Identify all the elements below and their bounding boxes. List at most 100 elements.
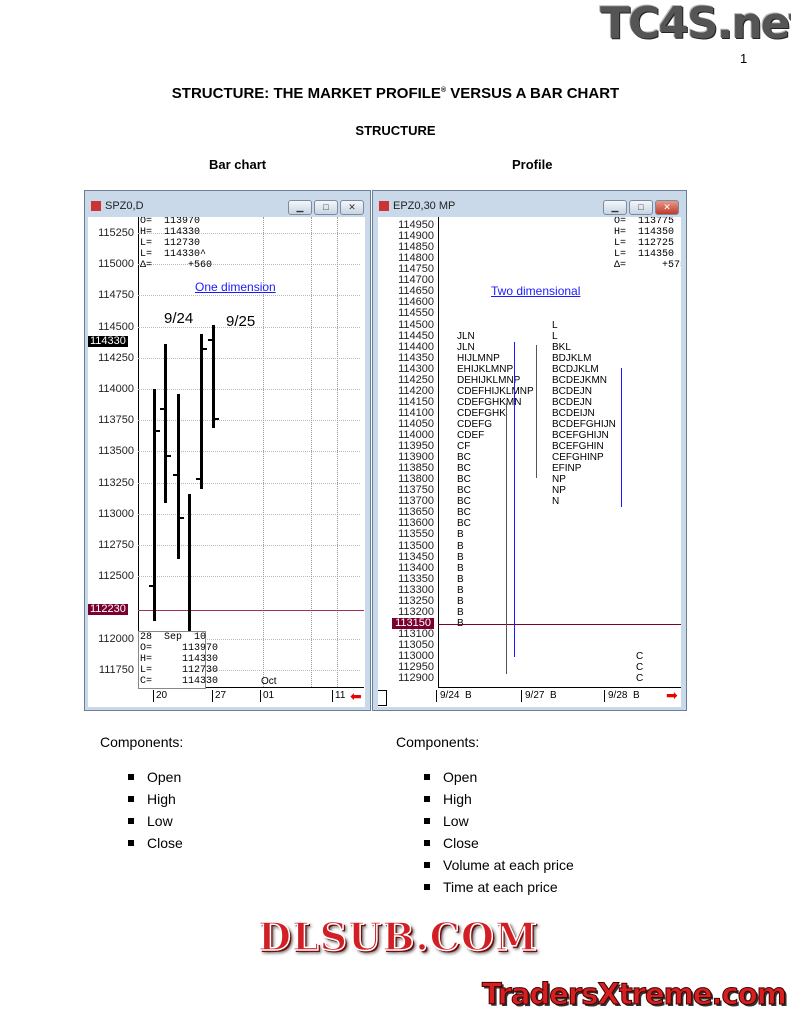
ohlc-readout: L= 112725 [614,238,675,249]
one-dimension-label: One dimension [195,280,276,294]
tpo-letters: JLN [457,341,475,353]
y-tick-label: 114250 [98,351,134,364]
price-label: 114350 [398,351,434,364]
app-icon [91,201,101,211]
open-tick [173,474,177,477]
tpo-letters: L [552,319,558,331]
tpo-letters: BCEFGHIJN [552,430,609,441]
price-label: 113650 [398,506,434,519]
value-area-line [506,403,507,674]
y-tick-label: 113500 [98,445,134,458]
x-axis-line [438,687,681,688]
gridline [138,264,360,266]
gridline [138,482,360,484]
ohlc-readout: H= 114330 [140,227,201,238]
tpo-letters: BCDEFGHIJN [552,418,616,430]
gridline [138,357,360,359]
gridline [138,545,360,546]
price-label: 113000 [398,650,434,662]
gridline [138,389,360,390]
x-tick-label: 20 [153,690,167,702]
tpo-letters: N [552,496,560,508]
tpo-letters: CDEFGHKMN [457,396,522,408]
tpo-letters: DEHIJKLMNP [457,374,521,386]
y-tick-label: 115000 [98,258,134,271]
minimize-button[interactable]: ▁ [603,200,627,215]
component-item: Volume at each price [424,857,574,873]
tpo-letters: BC [457,496,471,508]
ohlc-bar [153,389,156,622]
tpo-letters: BKL [552,341,571,353]
tpo-letters: B [457,595,464,607]
tpo-letters: CF [457,441,471,453]
scroll-right-arrow[interactable]: ⬅ [350,688,362,704]
bar-chart-plot[interactable]: 115250 115000 114750 114500 114250 114000 1137… [88,217,365,707]
ohlc-bar [177,393,180,559]
ohlc-bar [164,344,167,503]
price-label: 113300 [398,583,434,596]
horizontal-line [438,623,681,625]
price-label: 114700 [398,274,434,287]
tpo-letters: B [457,573,464,585]
ohlc-readout: Δ= +575 [614,260,681,271]
window-title: SPZ0,D [105,200,144,212]
profile-plot[interactable]: 1150001149501149001148501148001147501147… [378,217,681,707]
price-label: 113150 [392,617,434,629]
close-button[interactable]: ✕ [655,200,679,215]
component-item: Low [424,813,469,829]
x-date-label: 9/24 B [436,690,472,702]
tpo-letters: CEFGHINP [552,452,604,464]
date-label-9-25: 9/25 [226,313,256,330]
tpo-letters: B [457,562,464,574]
ohlc-bar [188,493,191,639]
page-number: 1 [740,51,748,66]
window-title: EPZ0,30 MP [393,200,456,212]
y-tick-label: 112500 [98,570,134,583]
tpo-letters: L [552,330,558,342]
open-tick [196,477,200,480]
ohlc-readout: L= 114350 [614,249,675,260]
vertical-gridline [263,217,264,687]
page-title: STRUCTURE: THE MARKET PROFILE® VERSUS A … [0,85,791,102]
close-tick [180,516,184,519]
minimize-button[interactable]: ▁ [288,200,312,215]
info-box: 28 Sep 10 O= 113970 H= 114330 L= 112730 C= 1… [138,631,218,689]
price-label: 114100 [398,406,434,419]
info-box-line: L= 112730 [140,665,219,676]
maximize-button[interactable]: □ [629,200,653,215]
x-tick-label: 11 [332,690,345,702]
tpo-letters: BCDEJKMN [552,374,608,386]
y-axis-line [438,217,439,687]
maximize-button[interactable]: □ [314,200,338,215]
app-icon [379,201,389,211]
tpo-letters: EHIJKLMNP [457,363,514,375]
price-label: 113050 [398,638,434,651]
ohlc-bar [212,325,215,428]
price-label: 113750 [398,484,434,497]
open-tick [208,339,212,342]
gridline [138,638,360,640]
price-label: 114600 [398,296,434,309]
price-label: 112950 [398,661,434,674]
tpo-letters: BC [457,452,471,464]
y-tick-label: 114500 [98,320,134,333]
tpo-letters: CDEF [457,430,485,441]
two-dimensional-label: Two dimensional [491,284,581,298]
tpo-letters: BC [457,474,471,486]
scroll-box[interactable] [378,690,387,706]
value-area-line [621,368,622,507]
price-label: 114000 [398,429,434,441]
tpo-letters: B [457,529,464,541]
tpo-letters: BC [457,518,471,530]
price-label: 114550 [398,307,434,320]
profile-header: Profile [512,157,553,172]
tpo-letters: BCEFGHIN [552,441,604,453]
price-label: 113250 [398,594,434,607]
scroll-right-arrow[interactable]: ➡ [666,687,678,703]
gridline [138,451,360,453]
close-button[interactable]: ✕ [340,200,364,215]
x-tick-label: 01 [260,690,274,702]
vertical-gridline [337,217,338,687]
tpo-letters: EFINP [552,463,582,475]
